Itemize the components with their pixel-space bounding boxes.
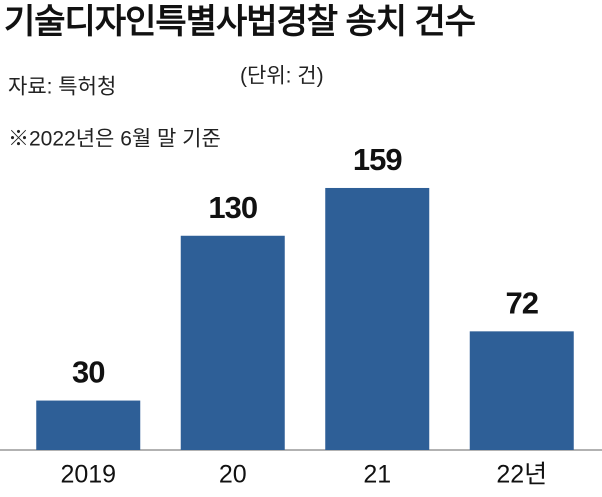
x-tick-label: 2019 [60,461,116,489]
value-label: 130 [208,190,257,225]
value-label: 72 [506,286,538,321]
value-label: 30 [72,355,104,390]
x-tick-label: 20 [219,461,247,489]
x-tick-label: 21 [363,461,391,489]
chart-title: 기술디자인특별사법경찰 송치 건수 [4,3,476,41]
source-label: 자료: 특허청 [8,76,116,99]
bar [469,331,574,450]
bar [325,187,430,450]
note-label: ※2022년은 6월 말 기준 [8,128,221,151]
bar [36,400,141,450]
x-tick-label: 22년 [496,461,547,489]
value-label: 159 [353,142,402,177]
bar [180,235,285,450]
unit-label: (단위: 건) [240,65,324,88]
